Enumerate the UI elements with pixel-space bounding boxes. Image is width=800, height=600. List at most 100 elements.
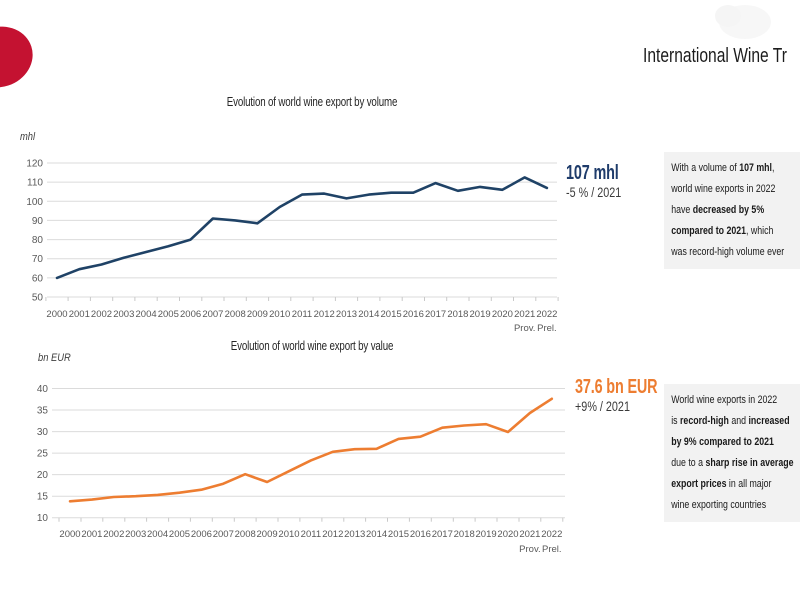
x-axis-label: 2002 bbox=[91, 309, 112, 320]
x-axis-label: 2019 bbox=[470, 309, 491, 320]
y-axis-label: 15 bbox=[37, 492, 49, 503]
x-axis-label: 2011 bbox=[301, 529, 321, 540]
x-axis-label: 2007 bbox=[213, 529, 234, 540]
watermark-blob bbox=[715, 5, 741, 27]
note-text-segment: by 9% compared to 2021 bbox=[671, 436, 774, 448]
x-axis-label: 2008 bbox=[235, 529, 256, 540]
note-text-segment: sharp rise in average bbox=[705, 457, 794, 469]
x-axis-label: 2003 bbox=[125, 529, 146, 540]
value-callout-change: +9% / 2021 bbox=[575, 399, 630, 414]
y-axis-label: 90 bbox=[32, 216, 44, 227]
x-axis-label: 2018 bbox=[454, 529, 475, 540]
volume-callout: 107 mhl -5 % / 2021 bbox=[566, 162, 639, 201]
note-text-segment: With a volume of bbox=[671, 162, 740, 174]
note-text-segment: , which bbox=[746, 225, 774, 237]
volume-callout-change: -5 % / 2021 bbox=[566, 185, 622, 200]
x-axis-label: 2019 bbox=[476, 529, 497, 540]
y-axis-label: 20 bbox=[37, 470, 49, 481]
x-axis-label: 2013 bbox=[336, 309, 357, 320]
x-axis-label: 2015 bbox=[381, 309, 402, 320]
y-axis-label: 100 bbox=[26, 197, 43, 208]
y-axis-label: 80 bbox=[32, 235, 44, 246]
series-line bbox=[55, 176, 549, 280]
x-axis-label: 2009 bbox=[257, 529, 278, 540]
note-text-segment: in all major bbox=[726, 478, 772, 490]
x-axis-label: 2020 bbox=[497, 529, 518, 540]
x-axis-label: 2005 bbox=[169, 529, 190, 540]
y-axis-label: 60 bbox=[32, 273, 44, 284]
page-title: International Wine Tr bbox=[643, 45, 787, 67]
volume-callout-value: 107 mhl bbox=[566, 162, 619, 184]
note-text-segment: 107 mhl bbox=[739, 162, 772, 174]
x-axis-label: 2017 bbox=[425, 309, 446, 320]
x-axis-label: 2021 bbox=[514, 309, 535, 320]
y-axis-label: 25 bbox=[37, 449, 49, 460]
y-axis-label: 110 bbox=[27, 178, 43, 189]
volume-y-axis-unit: mhl bbox=[20, 131, 36, 143]
x-axis-label: 2001 bbox=[69, 309, 90, 320]
x-axis-label: 2013 bbox=[344, 529, 365, 540]
value-y-axis-unit: bn EUR bbox=[38, 352, 71, 364]
x-axis-label: 2005 bbox=[158, 309, 179, 320]
note-text-segment: export prices bbox=[671, 478, 727, 490]
note-text-segment: record-high bbox=[680, 415, 729, 427]
x-axis-label: 2000 bbox=[46, 309, 67, 320]
y-axis-label: 35 bbox=[37, 406, 49, 417]
note-text-segment: was record-high volume ever bbox=[671, 246, 785, 258]
note-text-segment: decreased by 5% bbox=[692, 204, 765, 216]
value-callout-value: 37.6 bn EUR bbox=[575, 376, 658, 398]
x-axis-label: 2014 bbox=[366, 529, 387, 540]
watermark bbox=[715, 5, 771, 39]
x-axis-label: 2022 bbox=[536, 309, 557, 320]
x-axis-label: 2012 bbox=[314, 309, 335, 320]
x-axis-label: 2011 bbox=[292, 309, 312, 320]
y-axis-label: 70 bbox=[32, 254, 44, 265]
x-axis-label: 2000 bbox=[59, 529, 80, 540]
y-axis-label: 50 bbox=[32, 293, 44, 304]
note-text-segment: have bbox=[671, 204, 693, 216]
x-axis-label: 2008 bbox=[225, 309, 246, 320]
volume-chart-title: Evolution of world wine export by volume bbox=[226, 95, 398, 109]
x-axis-label: 2010 bbox=[269, 309, 290, 320]
note-text-segment: , bbox=[771, 162, 775, 174]
axis-footnote: Prel. bbox=[537, 323, 557, 334]
x-axis-label: 2017 bbox=[432, 529, 453, 540]
x-axis-label: 2018 bbox=[447, 309, 468, 320]
x-axis-label: 2003 bbox=[113, 309, 134, 320]
note-text-segment: compared to 2021 bbox=[671, 225, 747, 237]
value-chart-title: Evolution of world wine export by value bbox=[230, 339, 394, 353]
y-axis-label: 120 bbox=[26, 159, 43, 170]
note-text-segment: increased bbox=[748, 415, 790, 427]
x-axis-label: 2012 bbox=[322, 529, 343, 540]
note-text-segment: and bbox=[728, 415, 749, 427]
axis-footnote: Prel. bbox=[542, 544, 562, 555]
value-note-box: World wine exports in 2022 is record-high… bbox=[664, 384, 800, 522]
y-axis-label: 10 bbox=[37, 513, 49, 524]
note-text-segment: world wine exports in 2022 bbox=[671, 183, 776, 195]
x-axis-label: 2009 bbox=[247, 309, 268, 320]
x-axis-label: 2016 bbox=[403, 309, 424, 320]
x-axis-label: 2007 bbox=[202, 309, 223, 320]
y-axis-label: 30 bbox=[37, 427, 49, 438]
y-axis-label: 40 bbox=[37, 384, 49, 395]
x-axis-label: 2020 bbox=[492, 309, 513, 320]
axis-footnote: Prov. bbox=[519, 544, 540, 555]
note-text-segment: due to a bbox=[671, 457, 706, 469]
axis-footnote: Prov. bbox=[514, 323, 535, 334]
value-callout: 37.6 bn EUR +9% / 2021 bbox=[575, 376, 690, 415]
x-axis-label: 2004 bbox=[136, 309, 157, 320]
x-axis-label: 2014 bbox=[358, 309, 379, 320]
note-text-segment: is bbox=[671, 415, 680, 427]
x-axis-label: 2010 bbox=[278, 529, 299, 540]
volume-note-box: With a volume of 107 mhl, world wine expo… bbox=[664, 152, 800, 269]
x-axis-label: 2004 bbox=[147, 529, 168, 540]
x-axis-label: 2006 bbox=[191, 529, 212, 540]
x-axis-label: 2015 bbox=[388, 529, 409, 540]
note-text-segment: World wine exports in 2022 bbox=[671, 394, 778, 406]
x-axis-label: 2022 bbox=[541, 529, 562, 540]
x-axis-label: 2006 bbox=[180, 309, 201, 320]
series-line bbox=[68, 397, 554, 503]
note-text-segment: wine exporting countries bbox=[671, 499, 767, 511]
